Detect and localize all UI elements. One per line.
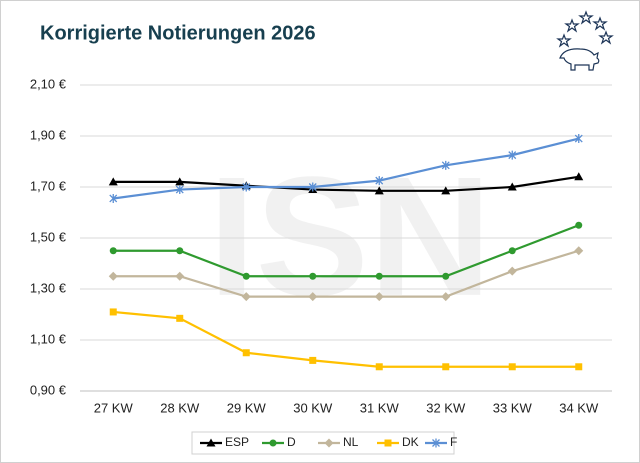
marker [108, 177, 118, 186]
marker [269, 439, 277, 447]
marker [507, 266, 517, 276]
series-line [113, 137, 580, 200]
marker [242, 272, 250, 280]
x-tick-label: 27 KW [94, 400, 134, 415]
series-line [113, 175, 579, 192]
x-tick-label: 32 KW [426, 400, 466, 415]
x-tick-label: 33 KW [493, 400, 533, 415]
marker [575, 363, 583, 371]
marker [574, 246, 584, 256]
y-tick-label: 0,90 € [30, 382, 67, 397]
marker [108, 271, 118, 281]
y-tick-label: 1,30 € [30, 280, 67, 295]
marker [375, 176, 384, 186]
marker [109, 193, 118, 203]
marker [384, 439, 392, 447]
y-tick-label: 1,70 € [30, 178, 67, 193]
marker [375, 363, 383, 371]
series-line [113, 224, 580, 278]
marker [176, 247, 184, 255]
legend-label: F [450, 435, 457, 449]
marker [375, 272, 383, 280]
x-tick-label: 28 KW [160, 400, 200, 415]
marker [242, 349, 250, 357]
x-tick-label: 34 KW [559, 400, 599, 415]
marker [575, 221, 583, 229]
marker [442, 272, 450, 280]
marker [507, 182, 517, 191]
marker [324, 438, 334, 448]
marker [441, 160, 450, 170]
series-line [113, 249, 580, 298]
marker [508, 150, 517, 160]
marker [175, 177, 185, 186]
marker [374, 186, 384, 195]
y-tick-label: 1,90 € [30, 127, 67, 142]
x-tick-label: 31 KW [360, 400, 400, 415]
marker [176, 314, 184, 322]
marker [241, 292, 251, 302]
marker [308, 182, 317, 192]
y-tick-label: 1,50 € [30, 229, 67, 244]
marker [309, 272, 317, 280]
legend-label: NL [343, 435, 359, 449]
legend-label: ESP [225, 435, 249, 449]
legend-label: DK [402, 435, 419, 449]
marker [441, 186, 451, 195]
legend-label: D [287, 435, 296, 449]
marker [508, 363, 516, 371]
x-tick-label: 29 KW [227, 400, 267, 415]
marker [175, 271, 185, 281]
marker [175, 185, 184, 195]
series-line [113, 310, 579, 368]
marker [374, 292, 384, 302]
x-tick-label: 30 KW [293, 400, 333, 415]
pig-icon [559, 48, 600, 71]
marker [574, 134, 583, 144]
chart-title: Korrigierte Notierungen 2026 [40, 22, 316, 44]
marker [308, 292, 318, 302]
marker [432, 438, 440, 448]
y-tick-label: 2,10 € [30, 76, 67, 91]
marker [242, 182, 251, 192]
marker [508, 247, 516, 255]
marker [574, 172, 584, 181]
marker [441, 292, 451, 302]
marker [309, 356, 317, 364]
watermark: ISN [208, 142, 491, 332]
y-tick-label: 1,10 € [30, 331, 67, 346]
marker [109, 247, 117, 255]
marker [206, 438, 216, 447]
marker [109, 308, 117, 316]
logo [556, 10, 614, 71]
stars [556, 10, 614, 48]
marker [442, 363, 450, 371]
